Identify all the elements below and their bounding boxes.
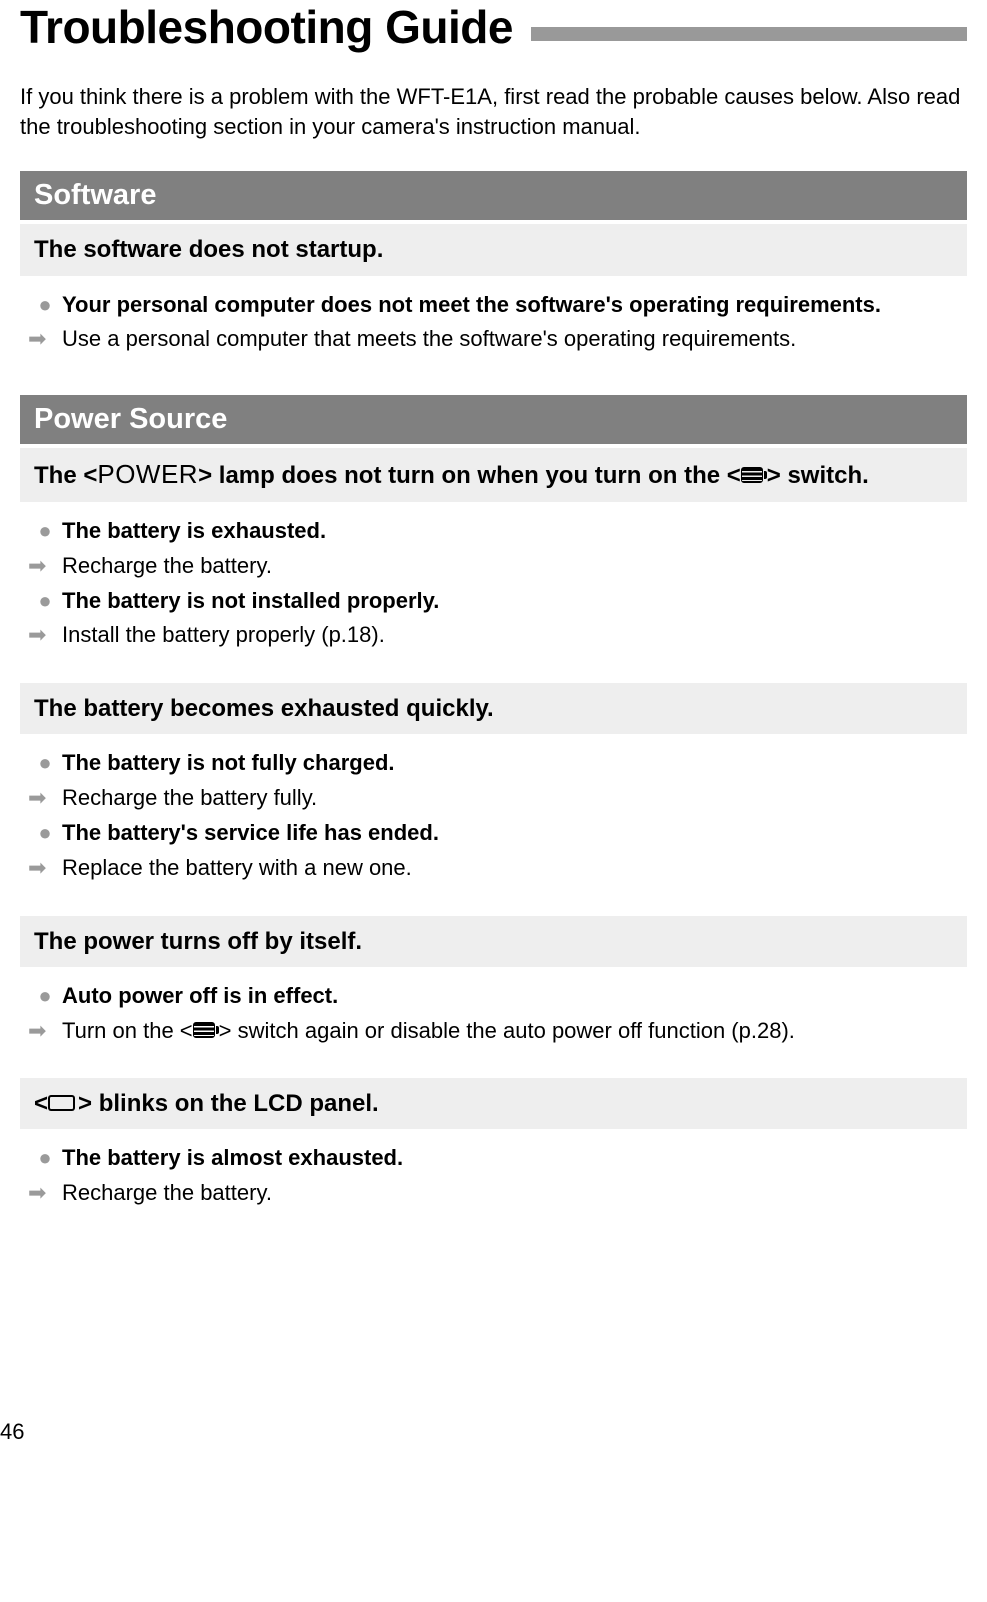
solution-row: ➡ Recharge the battery. (28, 1178, 959, 1209)
t3: > switch. (767, 462, 869, 489)
cause-row: ● The battery is not installed properly. (28, 586, 959, 617)
page-title: Troubleshooting Guide (20, 0, 531, 54)
t1: < (34, 1090, 48, 1117)
solution-text: Recharge the battery. (62, 551, 272, 582)
cause-row: ● Your personal computer does not meet t… (28, 290, 959, 321)
problem-software-startup: The software does not startup. (20, 224, 967, 275)
solution-text: Recharge the battery. (62, 1178, 272, 1209)
battery-empty-icon (48, 1095, 78, 1113)
bullet-icon: ● (28, 516, 62, 547)
solution-row: ➡ Turn on the < > switch again or disable… (28, 1016, 959, 1047)
cause-text: Auto power off is in effect. (62, 981, 338, 1012)
bullet-icon: ● (28, 748, 62, 779)
solution-text: Use a personal computer that meets the s… (62, 324, 796, 355)
section-header-software: Software (20, 171, 967, 220)
arrow-icon: ➡ (28, 620, 62, 651)
bullet-icon: ● (28, 818, 62, 849)
bullet-icon: ● (28, 586, 62, 617)
cause-text: The battery is almost exhausted. (62, 1143, 403, 1174)
title-bar-decor (531, 27, 967, 41)
bullet-icon: ● (28, 290, 62, 321)
problem-lcd-blink: < > blinks on the LCD panel. (20, 1078, 967, 1129)
sol-pre: Turn on the < (62, 1018, 193, 1043)
cause-text: The battery is not installed properly. (62, 586, 439, 617)
t1: The < (34, 462, 97, 489)
cause-row: ● The battery is almost exhausted. (28, 1143, 959, 1174)
solution-text: Turn on the < > switch again or disable t… (62, 1016, 795, 1047)
solution-row: ➡ Recharge the battery fully. (28, 783, 959, 814)
cause-row: ● The battery is not fully charged. (28, 748, 959, 779)
title-row: Troubleshooting Guide (20, 0, 967, 54)
problem-power-lamp: The <POWER> lamp does not turn on when y… (20, 448, 967, 502)
bullet-icon: ● (28, 1143, 62, 1174)
t2: > lamp does not turn on when you turn on… (198, 462, 741, 489)
cause-row: ● The battery's service life has ended. (28, 818, 959, 849)
cause-text: Your personal computer does not meet the… (62, 290, 881, 321)
arrow-icon: ➡ (28, 853, 62, 884)
cause-row: ● Auto power off is in effect. (28, 981, 959, 1012)
solution-text: Replace the battery with a new one. (62, 853, 412, 884)
solution-text: Install the battery properly (p.18). (62, 620, 385, 651)
cause-text: The battery is not fully charged. (62, 748, 395, 779)
solution-row: ➡ Replace the battery with a new one. (28, 853, 959, 884)
arrow-icon: ➡ (28, 1016, 62, 1047)
sol-post: > switch again or disable the auto power… (219, 1018, 795, 1043)
solution-text: Recharge the battery fully. (62, 783, 317, 814)
solution-row: ➡ Recharge the battery. (28, 551, 959, 582)
section-header-power: Power Source (20, 395, 967, 444)
problem-power-off: The power turns off by itself. (20, 916, 967, 967)
intro-text: If you think there is a problem with the… (20, 82, 967, 141)
cause-row: ● The battery is exhausted. (28, 516, 959, 547)
t2: > blinks on the LCD panel. (78, 1090, 379, 1117)
page-number: 46 (0, 1419, 967, 1445)
arrow-icon: ➡ (28, 1178, 62, 1209)
arrow-icon: ➡ (28, 783, 62, 814)
power-label-icon: POWER (97, 459, 198, 489)
arrow-icon: ➡ (28, 324, 62, 355)
problem-battery-exhaust: The battery becomes exhausted quickly. (20, 683, 967, 734)
bullet-icon: ● (28, 981, 62, 1012)
cause-text: The battery's service life has ended. (62, 818, 439, 849)
arrow-icon: ➡ (28, 551, 62, 582)
battery-full-icon (193, 1022, 219, 1040)
cause-text: The battery is exhausted. (62, 516, 326, 547)
battery-full-icon (741, 467, 767, 485)
solution-row: ➡ Use a personal computer that meets the… (28, 324, 959, 355)
solution-row: ➡ Install the battery properly (p.18). (28, 620, 959, 651)
